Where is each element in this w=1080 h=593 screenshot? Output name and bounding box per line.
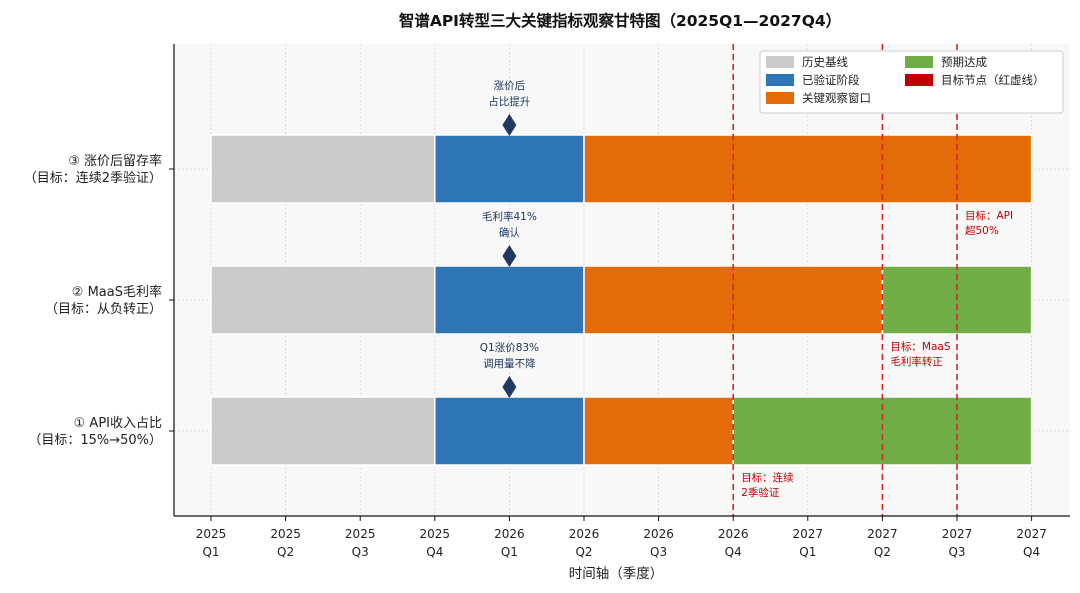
x-tick-label: Q4 (426, 545, 443, 559)
x-tick-label: Q2 (575, 545, 592, 559)
x-tick-label: Q2 (277, 545, 294, 559)
target-label: 目标：连续 (741, 471, 794, 484)
legend-swatch (766, 74, 794, 86)
target-lines (732, 44, 958, 516)
target-label: 2季验证 (741, 486, 780, 499)
milestone-label: 调用量不降 (483, 357, 536, 370)
target-label: 目标：API (965, 210, 1013, 222)
x-tick-label: Q3 (352, 545, 369, 559)
milestone-diamond (502, 376, 517, 398)
x-tick-label: 2027 (942, 527, 973, 541)
x-tick-label: Q1 (501, 545, 518, 559)
x-tick-label: Q4 (725, 545, 742, 559)
target-label: 目标：MaaS (890, 341, 950, 353)
gantt-bar (434, 265, 585, 335)
x-tick-label: Q1 (202, 545, 219, 559)
gantt-bar (210, 396, 436, 466)
x-tick-label: Q3 (650, 545, 667, 559)
y-tick-label: ② MaaS毛利率 (72, 284, 162, 300)
gantt-bar (583, 396, 734, 466)
milestone-diamond (502, 114, 517, 136)
gantt-bar (434, 396, 585, 466)
legend-swatch (905, 56, 933, 68)
x-tick-label: 2026 (569, 527, 600, 541)
legend-label: 预期达成 (941, 55, 987, 69)
milestone-diamond (502, 245, 517, 267)
legend-label: 已验证阶段 (802, 73, 860, 87)
target-label: 超50% (965, 224, 999, 237)
x-tick-label: 2025 (270, 527, 301, 541)
x-tick-label: 2025 (345, 527, 376, 541)
y-tick-label: （目标：15%→50%） (28, 433, 162, 448)
y-tick-label: （目标：从负转正） (45, 302, 162, 317)
x-tick-label: Q1 (799, 545, 816, 559)
milestone-label: 占比提升 (488, 95, 530, 108)
legend-label: 历史基线 (802, 55, 848, 69)
x-axis-label: 时间轴（季度） (569, 566, 664, 582)
milestone-label: 毛利率41% (482, 210, 537, 223)
chart-title: 智谱API转型三大关键指标观察甘特图（2025Q1—2027Q4） (399, 11, 841, 30)
y-tick-label: （目标：连续2季验证） (24, 170, 162, 186)
x-tick-label: 2026 (494, 527, 525, 541)
legend-swatch (766, 92, 794, 104)
milestone-label: 涨价后 (494, 80, 526, 92)
x-tick-label: 2025 (420, 527, 451, 541)
x-tick-label: Q3 (948, 545, 965, 559)
x-tick-label: 2027 (867, 527, 898, 541)
gantt-bar (583, 134, 1033, 204)
milestone-label: Q1涨价83% (480, 342, 539, 354)
target-label: 毛利率转正 (890, 355, 943, 368)
x-tick-label: Q4 (1023, 545, 1040, 559)
y-tick-label: ① API收入占比 (74, 416, 162, 431)
y-tick-label: ③ 涨价后留存率 (68, 153, 162, 169)
x-tick-label: 2027 (1016, 527, 1047, 541)
bars-layer (210, 134, 1033, 466)
x-tick-label: Q2 (874, 545, 891, 559)
milestone-label: 确认 (499, 226, 520, 239)
legend-swatch (905, 74, 933, 86)
axes: 2025 Q1 2025 Q2 2025 Q3 2025 Q4 2026 Q1 2026 Q2 2026… (24, 44, 1070, 559)
legend-label: 目标节点（红虚线） (941, 73, 1045, 87)
legend-label: 关键观察窗口 (802, 91, 871, 105)
gantt-bar (210, 265, 436, 335)
x-tick-label: 2027 (793, 527, 824, 541)
gantt-bar (434, 134, 585, 204)
legend-swatch (766, 56, 794, 68)
x-tick-label: 2025 (196, 527, 227, 541)
x-tick-label: 2026 (643, 527, 674, 541)
gantt-bar (210, 134, 436, 204)
x-tick-label: 2026 (718, 527, 749, 541)
